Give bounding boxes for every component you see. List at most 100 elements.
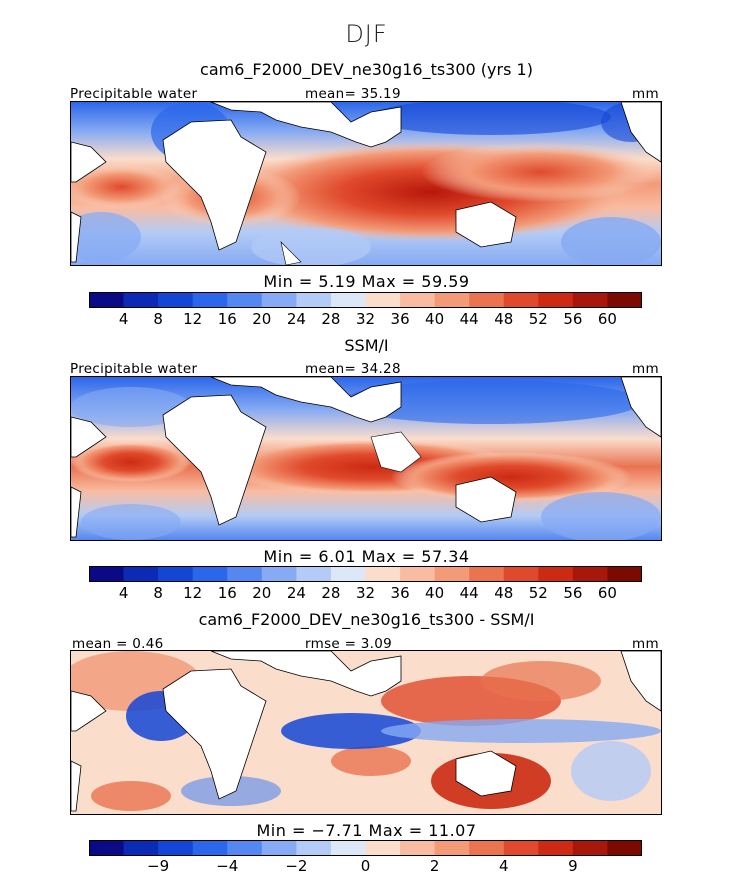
colorbar-swatch bbox=[607, 566, 642, 582]
colorbar-swatch bbox=[607, 840, 642, 856]
colorbar-tick-label: 52 bbox=[528, 584, 548, 602]
panel-2-minmax: Min = 6.01 Max = 57.34 bbox=[263, 547, 470, 566]
panel-1-title: cam6_F2000_DEV_ne30g16_ts300 (yrs 1) bbox=[200, 60, 533, 79]
colorbar-swatch bbox=[123, 566, 159, 582]
panel-3-mean-label: mean = 0.46 bbox=[72, 636, 164, 652]
colorbar-swatch bbox=[538, 292, 574, 308]
colorbar-swatch bbox=[227, 566, 263, 582]
colorbar-tick-label: 24 bbox=[286, 310, 306, 328]
colorbar-swatch bbox=[89, 840, 125, 856]
colorbar-swatch bbox=[400, 840, 436, 856]
colorbar-tick-label: 4 bbox=[499, 857, 509, 875]
colorbar-tick-label: 16 bbox=[217, 310, 237, 328]
colorbar-swatch bbox=[123, 840, 159, 856]
colorbar-swatch bbox=[330, 840, 366, 856]
panel-3-map bbox=[70, 650, 662, 815]
colorbar-swatch bbox=[158, 840, 194, 856]
colorbar-tick-label: 44 bbox=[459, 584, 479, 602]
panel-3-colorbar-ticks: −9 −4 −2 0 2 4 9 bbox=[89, 857, 642, 877]
colorbar-swatch bbox=[227, 292, 263, 308]
panel-2-unit-label: mm bbox=[632, 361, 659, 377]
panel-1-left-label: Precipitable water bbox=[70, 86, 198, 102]
colorbar-swatch bbox=[469, 566, 505, 582]
colorbar-swatch bbox=[469, 292, 505, 308]
colorbar-swatch bbox=[434, 292, 470, 308]
colorbar-swatch bbox=[400, 292, 436, 308]
colorbar-tick-label: 24 bbox=[286, 584, 306, 602]
colorbar-swatch bbox=[434, 566, 470, 582]
panel-2-map bbox=[70, 376, 662, 541]
colorbar-swatch bbox=[296, 566, 332, 582]
colorbar-tick-label: 48 bbox=[494, 310, 514, 328]
colorbar-tick-label: 44 bbox=[459, 310, 479, 328]
colorbar-swatch bbox=[538, 840, 574, 856]
colorbar-tick-label: 20 bbox=[252, 310, 272, 328]
panel-2-left-label: Precipitable water bbox=[70, 361, 198, 377]
colorbar-tick-label: 56 bbox=[563, 310, 583, 328]
colorbar-border bbox=[89, 840, 642, 856]
panel-1-colorbar-ticks: 4 8 12 16 20 24 28 32 36 40 44 48 52 56 60 bbox=[89, 310, 642, 330]
colorbar-tick-label: 36 bbox=[390, 584, 410, 602]
colorbar-tick-label: 8 bbox=[153, 310, 163, 328]
panel-3-rmse-label: rmse = 3.09 bbox=[305, 636, 393, 652]
colorbar-swatch bbox=[365, 292, 401, 308]
panel-2-colorbar-ticks: 4 8 12 16 20 24 28 32 36 40 44 48 52 56 60 bbox=[89, 584, 642, 604]
colorbar-tick-label: 12 bbox=[183, 584, 203, 602]
colorbar-swatch bbox=[192, 292, 228, 308]
colorbar-swatch bbox=[261, 566, 297, 582]
colorbar-swatch bbox=[123, 292, 159, 308]
colorbar-tick-label: 48 bbox=[494, 584, 514, 602]
colorbar-swatch bbox=[261, 292, 297, 308]
colorbar-swatch bbox=[192, 840, 228, 856]
colorbar-tick-label: −9 bbox=[147, 857, 170, 875]
colorbar-tick-label: −2 bbox=[285, 857, 308, 875]
colorbar-swatch bbox=[227, 840, 263, 856]
colorbar-swatch bbox=[192, 566, 228, 582]
colorbar-tick-label: 9 bbox=[568, 857, 578, 875]
panel-1-minmax: Min = 5.19 Max = 59.59 bbox=[263, 272, 470, 291]
colorbar-border bbox=[89, 292, 642, 308]
colorbar-swatch bbox=[330, 292, 366, 308]
figure-title: DJF bbox=[345, 20, 388, 48]
colorbar-tick-label: 36 bbox=[390, 310, 410, 328]
panel-2-mean-label: mean= 34.28 bbox=[305, 361, 401, 377]
colorbar-tick-label: 28 bbox=[321, 310, 341, 328]
colorbar-swatch bbox=[89, 292, 125, 308]
colorbar-swatch bbox=[503, 566, 539, 582]
colorbar-swatch bbox=[330, 566, 366, 582]
colorbar-swatch bbox=[469, 840, 505, 856]
colorbar-tick-label: 0 bbox=[360, 857, 371, 875]
colorbar-tick-label: 16 bbox=[217, 584, 237, 602]
colorbar-swatch bbox=[538, 566, 574, 582]
colorbar-tick-label: 52 bbox=[528, 310, 548, 328]
colorbar-swatch bbox=[89, 566, 125, 582]
panel-2-title: SSM/I bbox=[344, 336, 389, 355]
colorbar-tick-label: 2 bbox=[429, 857, 440, 875]
colorbar-tick-label: 32 bbox=[355, 584, 376, 602]
colorbar-tick-label: 28 bbox=[321, 584, 341, 602]
panel-1-unit-label: mm bbox=[632, 86, 659, 102]
colorbar-swatch bbox=[607, 292, 642, 308]
panel-1-colorbar bbox=[89, 292, 642, 308]
colorbar-tick-label: 8 bbox=[153, 584, 163, 602]
colorbar-swatch bbox=[400, 566, 436, 582]
panel-1-mean-label: mean= 35.19 bbox=[305, 86, 401, 102]
colorbar-swatch bbox=[365, 840, 401, 856]
colorbar-swatch bbox=[158, 292, 194, 308]
colorbar-tick-label: −4 bbox=[216, 857, 239, 875]
colorbar-tick-label: 32 bbox=[355, 310, 376, 328]
colorbar-tick-label: 40 bbox=[425, 584, 445, 602]
panel-3-colorbar bbox=[89, 840, 642, 856]
colorbar-swatch bbox=[296, 292, 332, 308]
colorbar-swatch bbox=[296, 840, 332, 856]
colorbar-swatch bbox=[572, 840, 608, 856]
colorbar-swatch bbox=[503, 840, 539, 856]
colorbar-tick-label: 40 bbox=[425, 310, 445, 328]
colorbar-tick-label: 20 bbox=[252, 584, 272, 602]
colorbar-tick-label: 60 bbox=[597, 584, 617, 602]
panel-3-unit-label: mm bbox=[632, 636, 659, 652]
colorbar-tick-label: 4 bbox=[118, 584, 129, 602]
colorbar-tick-label: 4 bbox=[118, 310, 129, 328]
panel-2-colorbar bbox=[89, 566, 642, 582]
colorbar-tick-label: 12 bbox=[183, 310, 203, 328]
